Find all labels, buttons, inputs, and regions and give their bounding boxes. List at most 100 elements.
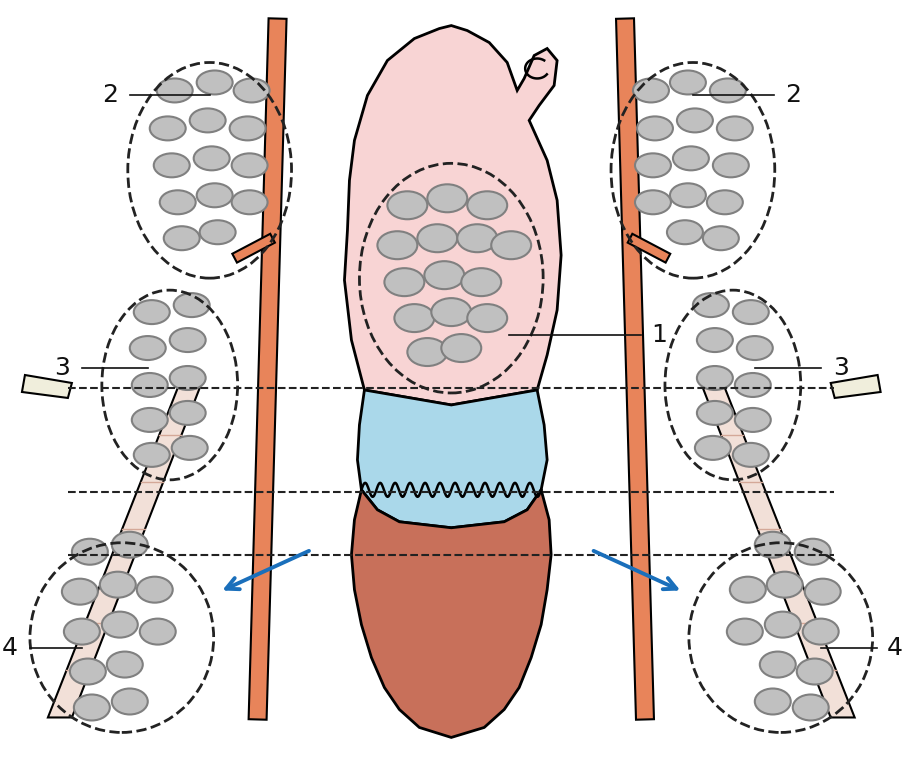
Ellipse shape — [112, 532, 147, 558]
Ellipse shape — [703, 226, 738, 250]
Ellipse shape — [72, 539, 107, 565]
Ellipse shape — [792, 694, 828, 720]
Ellipse shape — [112, 688, 147, 715]
Ellipse shape — [377, 231, 417, 259]
Ellipse shape — [716, 117, 752, 140]
Ellipse shape — [634, 153, 670, 177]
Ellipse shape — [170, 366, 206, 390]
Ellipse shape — [632, 79, 668, 102]
Ellipse shape — [102, 612, 137, 637]
Ellipse shape — [726, 619, 762, 644]
Ellipse shape — [672, 146, 708, 171]
Text: 4: 4 — [886, 635, 901, 659]
Ellipse shape — [74, 694, 109, 720]
Ellipse shape — [134, 443, 170, 467]
Ellipse shape — [200, 221, 236, 244]
Ellipse shape — [173, 293, 209, 317]
Ellipse shape — [734, 373, 770, 397]
Polygon shape — [232, 233, 275, 262]
Ellipse shape — [384, 268, 424, 296]
Ellipse shape — [394, 304, 433, 332]
Ellipse shape — [197, 183, 232, 207]
Ellipse shape — [804, 578, 840, 605]
Ellipse shape — [233, 79, 269, 102]
Polygon shape — [351, 490, 551, 738]
Ellipse shape — [64, 619, 99, 644]
Ellipse shape — [696, 401, 732, 425]
Ellipse shape — [754, 688, 790, 715]
Polygon shape — [22, 375, 72, 398]
Ellipse shape — [794, 539, 830, 565]
Ellipse shape — [172, 436, 208, 460]
Ellipse shape — [130, 336, 165, 360]
Ellipse shape — [736, 336, 772, 360]
Ellipse shape — [99, 572, 135, 597]
Ellipse shape — [132, 373, 168, 397]
Ellipse shape — [190, 108, 226, 133]
Ellipse shape — [457, 224, 497, 252]
Polygon shape — [48, 388, 200, 718]
Ellipse shape — [694, 436, 730, 460]
Ellipse shape — [676, 108, 712, 133]
Ellipse shape — [424, 262, 464, 289]
Ellipse shape — [796, 659, 832, 684]
Ellipse shape — [193, 146, 229, 171]
Ellipse shape — [170, 328, 206, 352]
Polygon shape — [627, 233, 669, 262]
Ellipse shape — [461, 268, 500, 296]
Ellipse shape — [766, 572, 802, 597]
Ellipse shape — [136, 577, 172, 603]
Polygon shape — [615, 18, 653, 719]
Ellipse shape — [231, 153, 267, 177]
Ellipse shape — [160, 190, 195, 215]
Polygon shape — [344, 26, 561, 405]
Ellipse shape — [706, 190, 742, 215]
Ellipse shape — [696, 328, 732, 352]
Text: 2: 2 — [784, 83, 800, 108]
Ellipse shape — [666, 221, 703, 244]
Ellipse shape — [387, 191, 427, 219]
Ellipse shape — [132, 408, 168, 432]
Ellipse shape — [417, 224, 457, 252]
Polygon shape — [703, 388, 853, 718]
Ellipse shape — [696, 366, 732, 390]
Text: 4: 4 — [2, 635, 18, 659]
Ellipse shape — [732, 300, 768, 324]
Ellipse shape — [669, 70, 705, 95]
Ellipse shape — [197, 70, 232, 95]
Ellipse shape — [231, 190, 267, 215]
Ellipse shape — [407, 338, 447, 366]
Ellipse shape — [467, 304, 507, 332]
Text: 1: 1 — [650, 323, 666, 347]
Ellipse shape — [70, 659, 106, 684]
Ellipse shape — [712, 153, 748, 177]
Polygon shape — [357, 390, 546, 528]
Ellipse shape — [140, 619, 175, 644]
Ellipse shape — [150, 117, 185, 140]
Ellipse shape — [729, 577, 765, 603]
Ellipse shape — [156, 79, 192, 102]
Ellipse shape — [61, 578, 98, 605]
Ellipse shape — [734, 408, 770, 432]
Text: 3: 3 — [832, 356, 848, 380]
Ellipse shape — [229, 117, 265, 140]
Ellipse shape — [154, 153, 190, 177]
Ellipse shape — [431, 298, 470, 326]
Ellipse shape — [170, 401, 206, 425]
Ellipse shape — [467, 191, 507, 219]
Text: 3: 3 — [54, 356, 70, 380]
Ellipse shape — [441, 334, 480, 362]
Ellipse shape — [107, 652, 143, 678]
Ellipse shape — [634, 190, 670, 215]
Ellipse shape — [692, 293, 728, 317]
Ellipse shape — [669, 183, 705, 207]
Polygon shape — [830, 375, 880, 398]
Ellipse shape — [709, 79, 745, 102]
Ellipse shape — [759, 652, 795, 678]
Ellipse shape — [163, 226, 200, 250]
Ellipse shape — [134, 300, 170, 324]
Ellipse shape — [427, 184, 467, 212]
Ellipse shape — [732, 443, 768, 467]
Ellipse shape — [637, 117, 672, 140]
Ellipse shape — [754, 532, 790, 558]
